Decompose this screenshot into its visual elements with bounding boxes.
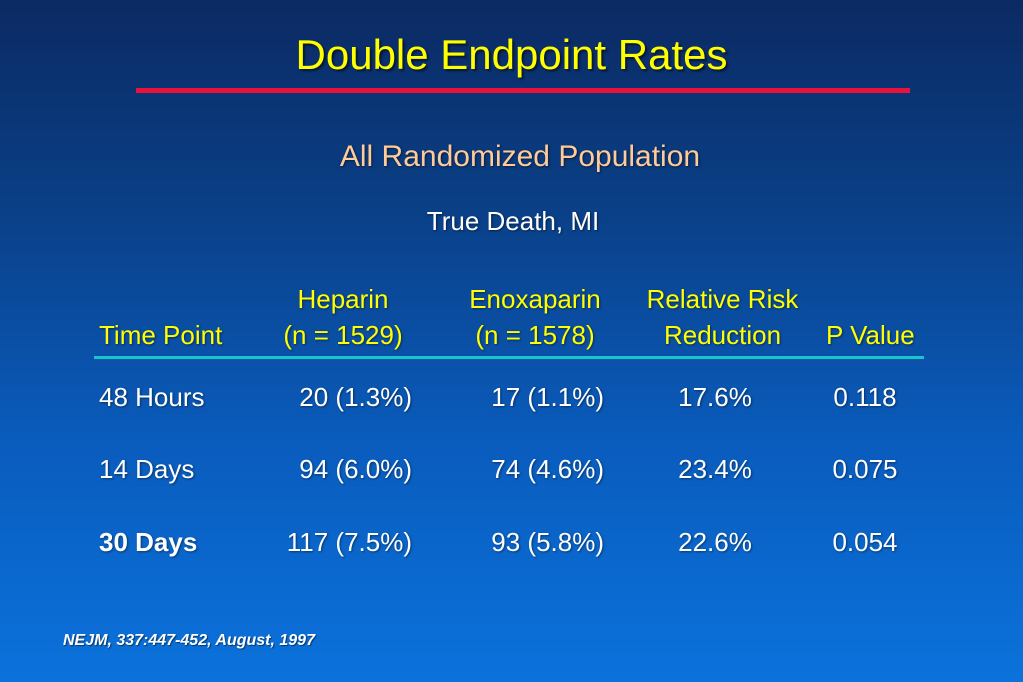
header-rrr-line1: Relative Risk [646, 284, 799, 314]
row-rrr: 17.6% [678, 382, 752, 412]
row-enoxaparin: 17 (1.1%) [491, 382, 604, 412]
header-enoxaparin-name: Enoxaparin [469, 284, 601, 314]
header-p-value: P Value [826, 320, 915, 350]
row-heparin: 94 (6.0%) [299, 454, 412, 484]
citation: NEJM, 337:447-452, August, 1997 [63, 632, 315, 649]
header-time-point: Time Point [99, 320, 223, 350]
row-rrr: 22.6% [678, 527, 752, 557]
title-underline [136, 88, 910, 93]
row-p-value: 0.054 [832, 527, 898, 557]
header-enoxaparin-n: (n = 1578) [475, 320, 595, 350]
row-enoxaparin: 93 (5.8%) [491, 527, 604, 557]
endpoint-label: True Death, MI [426, 206, 600, 236]
header-heparin-n: (n = 1529) [283, 320, 403, 350]
header-rrr-line2: Reduction [663, 320, 782, 350]
row-rrr: 23.4% [678, 454, 752, 484]
row-heparin: 20 (1.3%) [299, 382, 412, 412]
slide-subtitle: All Randomized Population [339, 140, 701, 173]
row-time-point: 30 Days [99, 527, 198, 557]
row-p-value: 0.118 [833, 382, 897, 412]
row-time-point: 48 Hours [99, 382, 205, 412]
row-heparin: 117 (7.5%) [286, 527, 412, 557]
row-p-value: 0.075 [832, 454, 898, 484]
row-enoxaparin: 74 (4.6%) [491, 454, 604, 484]
header-heparin-name: Heparin [297, 284, 389, 314]
row-time-point: 14 Days [99, 454, 195, 484]
slide-title: Double Endpoint Rates [295, 31, 728, 78]
header-underline [94, 356, 924, 359]
